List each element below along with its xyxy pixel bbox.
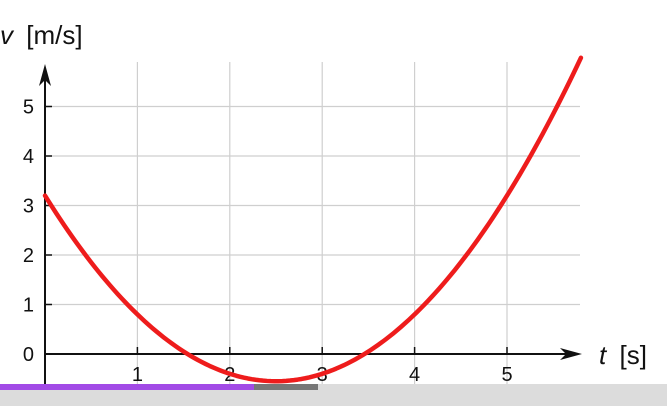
y-tick-label-0: 0: [23, 344, 34, 366]
axes: [39, 64, 582, 384]
y-tick-label-3: 3: [23, 196, 34, 218]
y-tick-label-1: 1: [23, 295, 34, 317]
series-line-0: [42, 55, 584, 384]
y-axis-arrow: [39, 64, 51, 86]
y-tick-label-2: 2: [23, 245, 34, 267]
y-tick-label-4: 4: [23, 146, 34, 168]
x-axis-var: t: [599, 340, 608, 370]
x-axis-label: t [s]: [599, 340, 647, 370]
x-axis-unit: [s]: [619, 340, 646, 370]
y-axis-unit: [m/s]: [26, 20, 82, 50]
x-tick-label-1: 1: [132, 364, 143, 386]
grid: [45, 62, 580, 384]
y-axis-label: v [m/s]: [0, 20, 83, 50]
y-tick-label-5: 5: [23, 97, 34, 119]
progress-fill: [0, 384, 254, 390]
x-tick-label-5: 5: [501, 364, 512, 386]
series-layer: [42, 55, 584, 384]
video-progress-bar[interactable]: [0, 384, 667, 406]
x-tick-label-4: 4: [409, 364, 420, 386]
x-axis-arrow: [560, 348, 582, 360]
y-axis-var: v: [0, 20, 15, 50]
